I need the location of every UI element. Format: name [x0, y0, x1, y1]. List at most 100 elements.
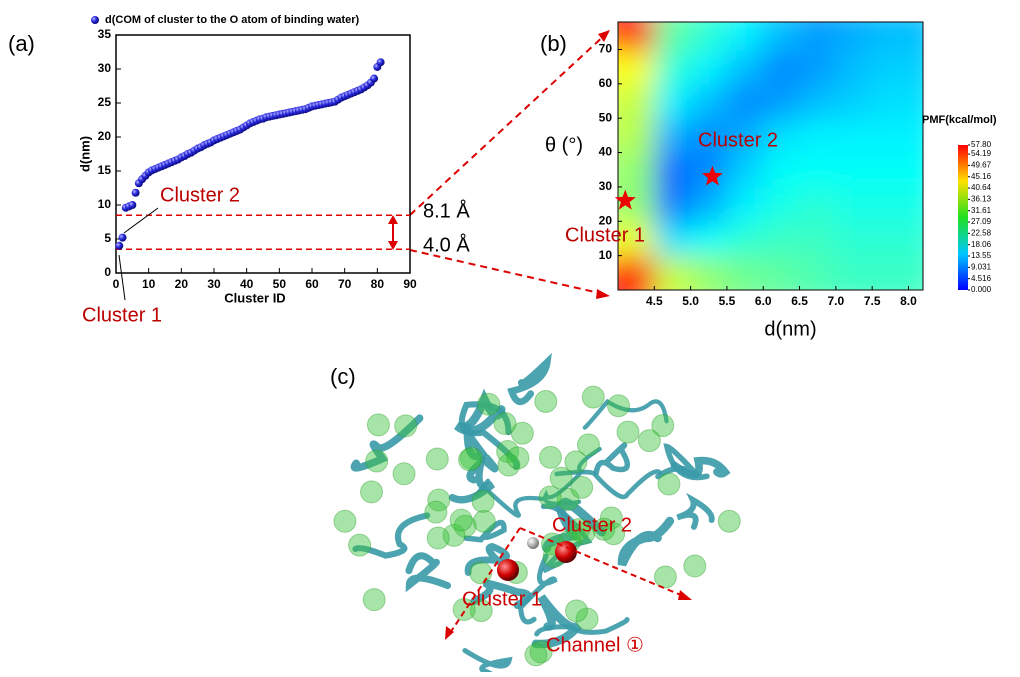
colorbar-tick-label: 36.13 [971, 194, 992, 203]
y-tick-label: 10 [98, 197, 112, 211]
water-sphere [549, 466, 573, 490]
colorbar-tick-label: 31.61 [971, 206, 992, 215]
ribbon [463, 519, 507, 543]
colorbar-tick-label: 40.64 [971, 183, 992, 192]
ribbon [350, 414, 424, 472]
water-sphere [360, 480, 384, 504]
water-sphere [567, 518, 591, 542]
data-point [131, 188, 140, 197]
heatmap-cell [690, 22, 728, 51]
legend-marker [91, 16, 99, 24]
y-tick-label: 60 [599, 76, 613, 90]
ribbon [542, 446, 602, 506]
heatmap-cell [799, 152, 837, 188]
annotation-arrow [123, 207, 159, 234]
heatmap-cell [763, 49, 801, 85]
panel-label: (c) [330, 364, 356, 389]
water-sphere [592, 517, 616, 541]
annotation: Cluster 1 [462, 588, 542, 610]
water-sphere [607, 394, 631, 418]
heatmap-cell [654, 255, 692, 290]
water-sphere [565, 599, 589, 623]
x-tick-label: 80 [371, 277, 385, 291]
colorbar-tick-label: 27.09 [971, 217, 992, 226]
heatmap-cell [799, 49, 837, 85]
water-sphere [575, 607, 599, 631]
ribbon [464, 542, 517, 577]
water-sphere [469, 561, 493, 585]
x-tick-label: 0 [113, 277, 120, 291]
heatmap-cell [726, 221, 765, 257]
y-tick-label: 5 [104, 231, 111, 245]
x-tick-label: 7.0 [828, 294, 845, 308]
heatmap-cell [763, 186, 801, 223]
ribbon [405, 552, 452, 593]
heatmap-cell [835, 83, 874, 120]
water-sphere [477, 392, 501, 416]
heatmap-cell [872, 118, 923, 154]
heatmap-cell [835, 152, 874, 188]
data-point [370, 74, 379, 83]
colorbar-tick-label: 18.06 [971, 240, 992, 249]
channel-arrow [447, 527, 521, 637]
heatmap-cell [763, 118, 801, 154]
y-axis-title: d(nm) [77, 136, 92, 172]
water-sphere [539, 445, 563, 469]
ribbon [582, 398, 669, 430]
heatmap-cell [726, 22, 765, 51]
heatmap-cell [654, 118, 692, 154]
heatmap [618, 22, 923, 290]
colorbar-title: PMF(kcal/mol) [922, 114, 997, 126]
x-axis-title: Cluster ID [224, 290, 285, 305]
water-sphere [506, 446, 530, 470]
x-tick-label: 6.5 [791, 294, 808, 308]
heatmap-cell [690, 186, 728, 223]
water-sphere [425, 447, 449, 471]
x-tick-label: 10 [142, 277, 156, 291]
cluster-sphere [497, 559, 519, 581]
water-sphere [424, 500, 448, 524]
heatmap-cell [872, 22, 923, 51]
water-sphere [529, 640, 553, 664]
water-sphere [453, 514, 477, 538]
heatmap-clip [618, 22, 923, 290]
ribbon [518, 553, 558, 625]
heatmap-cell [763, 255, 801, 290]
colorbar-tick-label: 9.031 [971, 262, 992, 271]
heatmap-cell [763, 152, 801, 188]
y-tick-label: 30 [98, 61, 112, 75]
heatmap-cell [872, 49, 923, 85]
water-sphere [426, 526, 450, 550]
colorbar-tick-label: 57.80 [971, 140, 992, 149]
heatmap-cell [726, 83, 765, 120]
heatmap-cell [872, 255, 923, 290]
annotation: Cluster 2 [160, 184, 240, 206]
y-tick-label: 25 [98, 95, 112, 109]
heatmap-cell [763, 221, 801, 257]
heatmap-cell [763, 83, 801, 120]
heatmap-cell [690, 49, 728, 85]
x-tick-label: 8.0 [900, 294, 917, 308]
y-tick-label: 20 [599, 213, 613, 227]
heatmap-cell [654, 83, 692, 120]
heatmap-cell [872, 152, 923, 188]
water-sphere [497, 453, 521, 477]
x-axis-title: d(nm) [764, 318, 816, 340]
water-sphere [493, 411, 517, 435]
heatmap-cell [763, 22, 801, 51]
water-sphere [427, 488, 451, 512]
annotation: Channel ① [546, 634, 644, 656]
y-tick-label: 15 [98, 163, 112, 177]
data-point [376, 58, 385, 67]
arrow-head [445, 626, 454, 640]
colorbar-tick-label: 49.67 [971, 161, 992, 170]
water-sphere [496, 439, 520, 463]
water-sphere [538, 485, 562, 509]
heatmap-cell [618, 22, 656, 51]
y-tick-label: 20 [98, 129, 112, 143]
ribbon [352, 512, 431, 559]
water-sphere [459, 446, 483, 470]
arrow-head [678, 590, 692, 600]
heatmap-cell [799, 255, 837, 290]
heatmap-cell [690, 83, 728, 120]
